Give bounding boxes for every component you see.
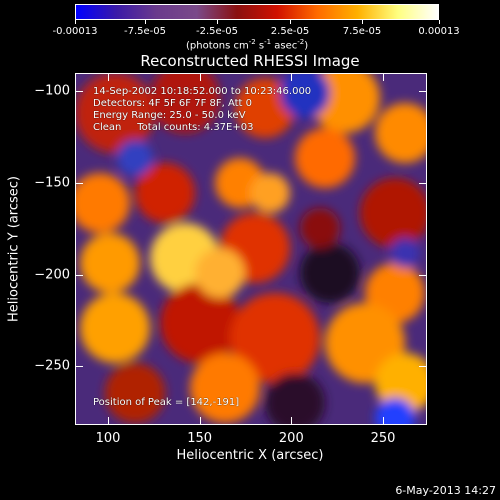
colorbar-tick xyxy=(145,20,146,24)
y-tick-label: −200 xyxy=(34,267,70,283)
y-tick xyxy=(419,183,427,184)
y-tick xyxy=(419,366,427,368)
info-peak-position: Position of Peak = [142,-191] xyxy=(93,397,240,408)
x-tick xyxy=(291,417,293,425)
colorbar-tick-label: 7.5e-05 xyxy=(342,26,382,37)
colorbar-tick-label: 2.5e-05 xyxy=(270,26,310,37)
plot-title: Reconstructed RHESSI Image xyxy=(140,52,360,70)
info-counts: Clean Total counts: 4.37E+03 xyxy=(93,122,254,133)
y-tick xyxy=(419,274,427,276)
y-tick xyxy=(419,91,427,93)
x-tick-label: 250 xyxy=(370,431,396,446)
y-tick xyxy=(75,366,83,368)
info-detectors: Detectors: 4F 5F 6F 7F 8F, Att 0 xyxy=(93,98,253,109)
x-tick-label: 100 xyxy=(95,431,121,446)
colorbar xyxy=(75,4,439,20)
info-time-range: 14-Sep-2002 10:18:52.000 to 10:23:46.000 xyxy=(93,86,312,97)
plot-frame xyxy=(75,73,427,425)
y-tick-label: −150 xyxy=(34,175,70,191)
timestamp-footer: 6-May-2013 14:27 xyxy=(395,484,496,497)
y-tick-label: −250 xyxy=(34,358,70,374)
x-tick xyxy=(383,417,384,425)
colorbar-tick-label: -2.5e-05 xyxy=(196,26,238,37)
colorbar-tick-label: 0.00013 xyxy=(418,26,460,37)
colorbar-tick-label: -7.5e-05 xyxy=(124,26,166,37)
colorbar-tick xyxy=(290,20,291,24)
heatmap-image xyxy=(75,73,427,425)
x-tick xyxy=(199,417,201,425)
y-tick xyxy=(75,91,83,93)
x-tick-label: 150 xyxy=(187,431,213,446)
x-tick xyxy=(108,73,109,81)
x-tick xyxy=(291,73,293,81)
x-tick-label: 200 xyxy=(278,431,304,446)
colorbar-tick-label: -0.00013 xyxy=(52,26,98,37)
colorbar-tick xyxy=(439,20,440,24)
x-tick xyxy=(108,417,109,425)
x-tick xyxy=(383,73,384,81)
x-axis-label: Heliocentric X (arcsec) xyxy=(176,448,324,463)
y-tick xyxy=(75,183,83,184)
colorbar-tick xyxy=(362,20,363,24)
info-energy-range: Energy Range: 25.0 - 50.0 keV xyxy=(93,110,246,121)
colorbar-tick xyxy=(217,20,218,24)
colorbar-units: (photons cm-2 s-1 asec-2) xyxy=(186,38,309,52)
x-tick xyxy=(199,73,201,81)
y-tick-label: −100 xyxy=(34,83,70,99)
y-axis-label: Heliocentric Y (arcsec) xyxy=(6,176,22,322)
y-tick xyxy=(75,274,83,276)
colorbar-tick xyxy=(75,20,76,24)
